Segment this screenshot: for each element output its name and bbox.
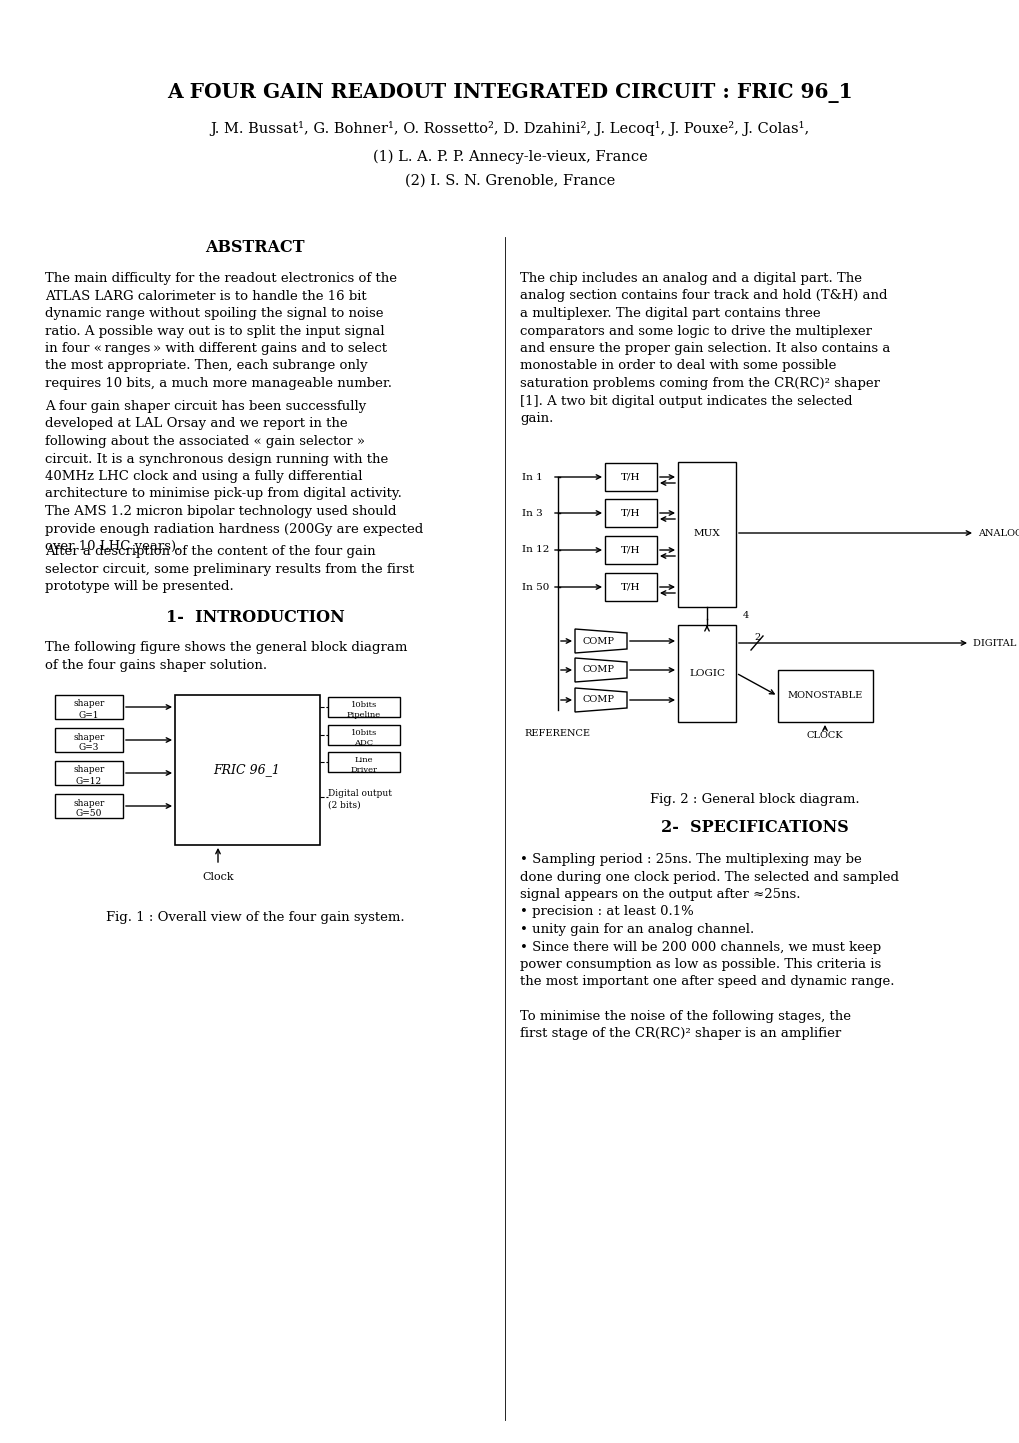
Text: G=1: G=1: [78, 710, 99, 720]
Bar: [175, 696, 320, 846]
Bar: [777, 670, 872, 722]
Text: T/H: T/H: [621, 472, 640, 482]
Bar: [55, 794, 123, 818]
Text: CLOCK: CLOCK: [806, 732, 843, 740]
Text: In 50: In 50: [522, 583, 549, 592]
Text: A four gain shaper circuit has been successfully
developed at LAL Orsay and we r: A four gain shaper circuit has been succ…: [45, 400, 423, 553]
Text: (2) I. S. N. Grenoble, France: (2) I. S. N. Grenoble, France: [405, 175, 614, 188]
Text: G=50: G=50: [75, 810, 102, 818]
Text: shaper: shaper: [73, 798, 105, 808]
Text: Line: Line: [355, 756, 373, 763]
Bar: [604, 463, 656, 491]
Text: 2: 2: [754, 633, 760, 642]
Polygon shape: [575, 629, 627, 654]
Polygon shape: [575, 688, 627, 711]
Text: shaper: shaper: [73, 733, 105, 742]
Polygon shape: [575, 658, 627, 683]
Text: Pipeline: Pipeline: [346, 711, 381, 719]
Text: A FOUR GAIN READOUT INTEGRATED CIRCUIT : FRIC 96_1: A FOUR GAIN READOUT INTEGRATED CIRCUIT :…: [167, 84, 852, 102]
Bar: [328, 752, 399, 772]
Bar: [678, 625, 736, 722]
Text: G=12: G=12: [75, 776, 102, 785]
Text: T/H: T/H: [621, 508, 640, 518]
Text: COMP: COMP: [583, 636, 614, 645]
Bar: [55, 760, 123, 785]
Text: shaper: shaper: [73, 700, 105, 709]
Text: ANALOG OUT: ANALOG OUT: [977, 528, 1019, 537]
Bar: [328, 697, 399, 717]
Text: MONOSTABLE: MONOSTABLE: [787, 691, 862, 700]
Text: ABSTRACT: ABSTRACT: [205, 240, 305, 257]
Bar: [55, 729, 123, 752]
Text: 10bits: 10bits: [351, 729, 377, 737]
Text: To minimise the noise of the following stages, the
first stage of the CR(RC)² sh: To minimise the noise of the following s…: [520, 1010, 850, 1040]
Text: J. M. Bussat¹, G. Bohner¹, O. Rossetto², D. Dzahini², J. Lecoq¹, J. Pouxe², J. C: J. M. Bussat¹, G. Bohner¹, O. Rossetto²,…: [210, 121, 809, 136]
Text: Digital output: Digital output: [328, 788, 391, 798]
Text: Clock: Clock: [202, 872, 233, 882]
Text: The following figure shows the general block diagram
of the four gains shaper so: The following figure shows the general b…: [45, 641, 407, 671]
Bar: [604, 573, 656, 600]
Text: ADC: ADC: [354, 739, 373, 747]
Text: The chip includes an analog and a digital part. The
analog section contains four: The chip includes an analog and a digita…: [520, 271, 890, 426]
Text: T/H: T/H: [621, 545, 640, 554]
Text: In 3: In 3: [522, 508, 542, 518]
Text: 1-  INTRODUCTION: 1- INTRODUCTION: [165, 609, 344, 625]
Text: FRIC 96_1: FRIC 96_1: [213, 763, 280, 776]
Text: • Sampling period : 25ns. The multiplexing may be
done during one clock period. : • Sampling period : 25ns. The multiplexi…: [520, 853, 898, 988]
Text: 10bits: 10bits: [351, 701, 377, 709]
Bar: [604, 499, 656, 527]
Text: shaper: shaper: [73, 765, 105, 775]
Text: (2 bits): (2 bits): [328, 801, 361, 810]
Text: 2-  SPECIFICATIONS: 2- SPECIFICATIONS: [660, 820, 848, 837]
Text: G=3: G=3: [78, 743, 99, 752]
Text: 4: 4: [742, 610, 748, 619]
Text: In 1: In 1: [522, 472, 542, 482]
Text: T/H: T/H: [621, 583, 640, 592]
Text: After a description of the content of the four gain
selector circuit, some preli: After a description of the content of th…: [45, 545, 414, 593]
Text: LOGIC: LOGIC: [688, 668, 725, 678]
Text: REFERENCE: REFERENCE: [524, 729, 589, 737]
Text: COMP: COMP: [583, 665, 614, 674]
Text: In 12: In 12: [522, 545, 549, 554]
Text: COMP: COMP: [583, 696, 614, 704]
Bar: [604, 535, 656, 564]
Text: The main difficulty for the readout electronics of the
ATLAS LARG calorimeter is: The main difficulty for the readout elec…: [45, 271, 396, 390]
Text: Fig. 1 : Overall view of the four gain system.: Fig. 1 : Overall view of the four gain s…: [106, 912, 404, 925]
Text: Driver: Driver: [351, 766, 377, 773]
Text: MUX: MUX: [693, 530, 719, 538]
Bar: [328, 724, 399, 745]
Text: DIGITAL OUT: DIGITAL OUT: [972, 638, 1019, 648]
Bar: [55, 696, 123, 719]
Text: Fig. 2 : General block diagram.: Fig. 2 : General block diagram.: [649, 794, 859, 807]
Bar: [678, 462, 736, 608]
Text: (1) L. A. P. P. Annecy-le-vieux, France: (1) L. A. P. P. Annecy-le-vieux, France: [372, 150, 647, 165]
